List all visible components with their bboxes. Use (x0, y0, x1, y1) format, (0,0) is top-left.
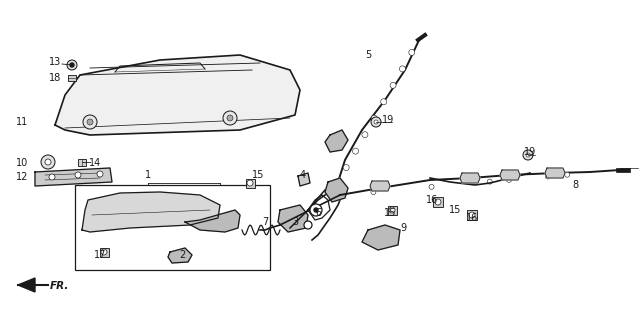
Circle shape (399, 66, 405, 72)
Bar (75, 185, 270, 270)
Polygon shape (35, 168, 112, 186)
Polygon shape (168, 248, 192, 263)
Text: 15: 15 (449, 205, 461, 215)
Circle shape (223, 111, 237, 125)
Circle shape (526, 153, 530, 157)
Text: FR.: FR. (50, 281, 69, 291)
Bar (68, 75, 76, 81)
Circle shape (545, 174, 550, 179)
Circle shape (564, 172, 570, 177)
Text: 13: 13 (49, 57, 61, 67)
Circle shape (67, 60, 77, 70)
Polygon shape (325, 178, 348, 202)
Bar (433, 197, 443, 207)
Polygon shape (298, 173, 310, 186)
Text: 18: 18 (49, 73, 61, 83)
Bar (246, 179, 255, 188)
Circle shape (409, 49, 415, 56)
Text: 19: 19 (382, 115, 394, 125)
Circle shape (87, 119, 93, 125)
Circle shape (227, 115, 233, 121)
Text: 11: 11 (16, 117, 28, 127)
Bar (100, 248, 109, 257)
Circle shape (310, 204, 322, 216)
Text: 14: 14 (89, 158, 101, 168)
Circle shape (371, 117, 381, 127)
Circle shape (75, 172, 81, 178)
Circle shape (70, 63, 74, 67)
Text: 16: 16 (466, 213, 478, 223)
Text: 16: 16 (426, 195, 438, 205)
Circle shape (381, 99, 387, 105)
Polygon shape (545, 168, 565, 178)
Circle shape (362, 132, 368, 138)
Text: 12: 12 (16, 172, 28, 182)
Text: 3: 3 (292, 217, 298, 227)
Circle shape (371, 189, 376, 194)
Text: 10: 10 (16, 158, 28, 168)
Polygon shape (55, 55, 300, 135)
Polygon shape (18, 278, 35, 292)
Circle shape (304, 221, 312, 229)
Circle shape (247, 180, 253, 186)
Text: 17: 17 (94, 250, 106, 260)
Polygon shape (500, 170, 520, 180)
Text: 5: 5 (365, 50, 371, 60)
Bar (388, 206, 397, 215)
Circle shape (83, 115, 97, 129)
Circle shape (314, 208, 318, 212)
Circle shape (389, 207, 395, 213)
Circle shape (523, 150, 533, 160)
Text: 6: 6 (315, 208, 321, 218)
Circle shape (429, 184, 434, 189)
Text: 15: 15 (384, 208, 396, 218)
Text: 8: 8 (572, 180, 578, 190)
Circle shape (49, 174, 55, 180)
Circle shape (343, 165, 349, 171)
Circle shape (469, 212, 475, 218)
Polygon shape (185, 210, 240, 232)
Text: 9: 9 (400, 223, 406, 233)
Text: 2: 2 (179, 250, 185, 260)
Bar (467, 210, 477, 220)
Text: 4: 4 (300, 170, 306, 180)
Circle shape (97, 171, 103, 177)
Polygon shape (82, 192, 220, 232)
Bar (78, 159, 86, 166)
Circle shape (374, 120, 378, 124)
Circle shape (390, 82, 396, 88)
Text: 1: 1 (145, 170, 151, 180)
Circle shape (101, 249, 107, 255)
Circle shape (353, 148, 358, 154)
Circle shape (507, 178, 511, 183)
Polygon shape (278, 205, 308, 232)
Polygon shape (370, 181, 390, 191)
Text: 7: 7 (262, 217, 268, 227)
Text: 19: 19 (524, 147, 536, 157)
Circle shape (487, 179, 492, 184)
Polygon shape (325, 130, 348, 152)
Polygon shape (460, 173, 480, 183)
Circle shape (45, 159, 51, 165)
Polygon shape (362, 225, 400, 250)
Circle shape (41, 155, 55, 169)
Text: 15: 15 (252, 170, 264, 180)
Circle shape (435, 199, 441, 205)
Circle shape (371, 115, 378, 121)
